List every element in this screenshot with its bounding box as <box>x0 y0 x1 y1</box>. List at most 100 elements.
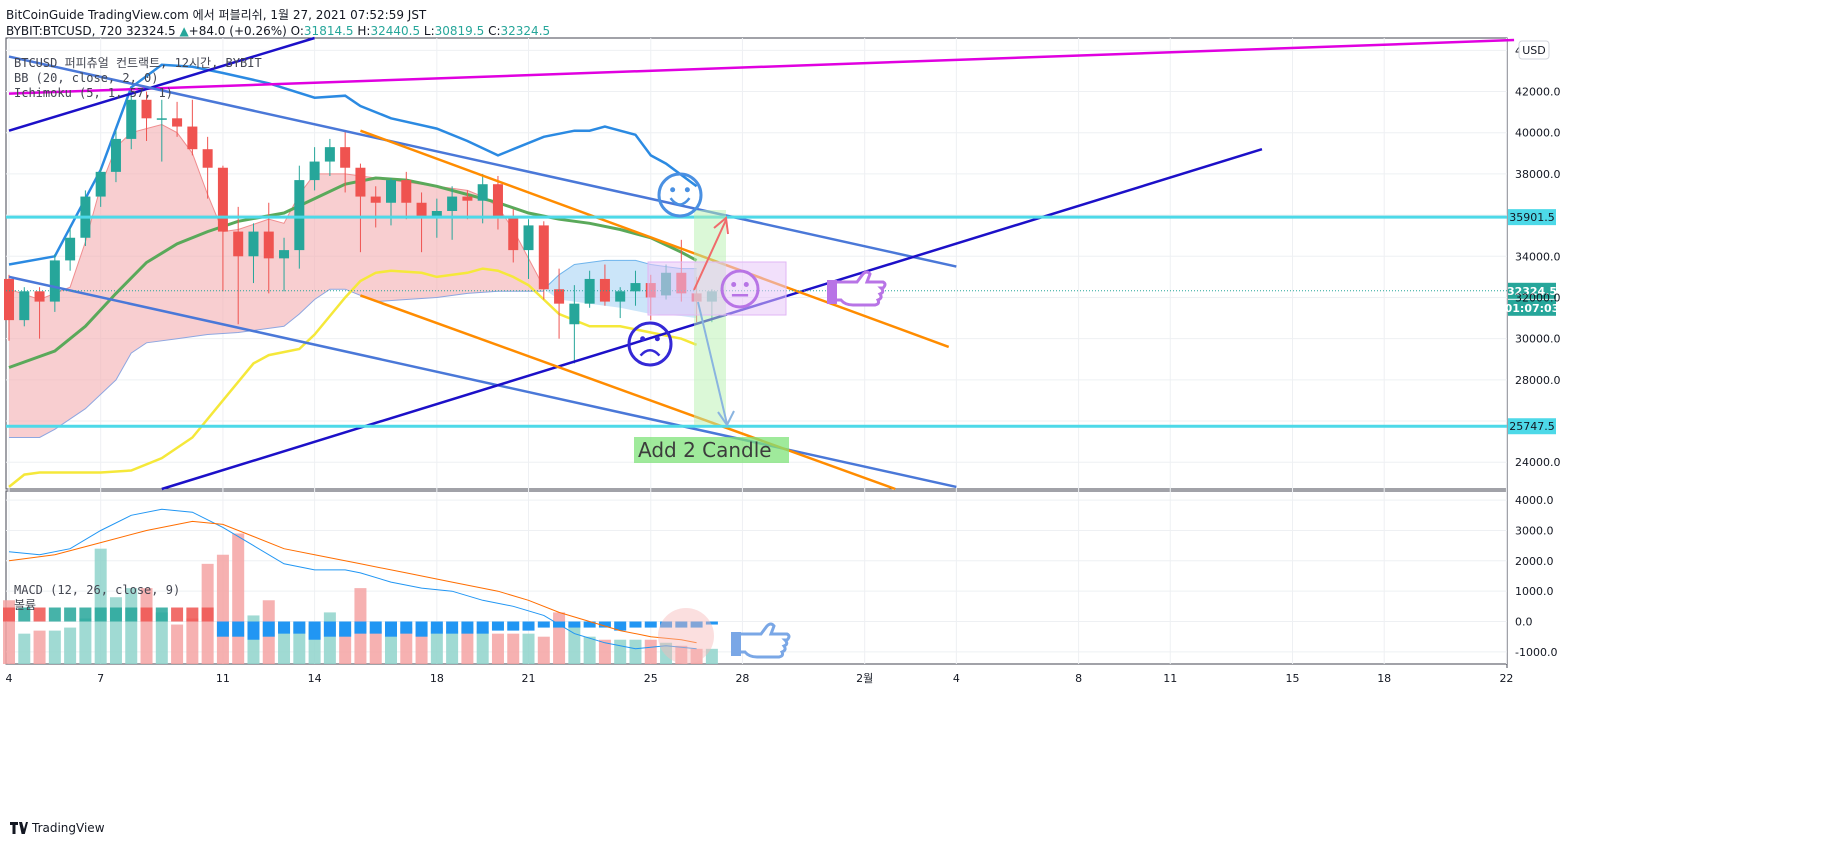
candle-body <box>126 99 137 139</box>
cloud-lower-line <box>9 288 544 438</box>
down-arrow <box>697 301 728 425</box>
level-price-label: 25747.5 <box>1509 420 1555 433</box>
pointing-hand-icon-shape <box>833 270 887 307</box>
trend-line-orange <box>360 294 896 491</box>
neutral-face-icon-eye <box>743 282 749 287</box>
legend-volume[interactable]: 볼륨 <box>14 598 37 612</box>
candle-body <box>279 250 290 259</box>
candle-body <box>355 167 366 197</box>
time-tick-label: 4 <box>953 672 960 685</box>
macd-histogram-bar <box>660 621 673 628</box>
countdown-tag <box>1508 299 1556 316</box>
macd-histogram-bar <box>461 621 474 634</box>
macd-positive-bar <box>171 607 184 622</box>
candle-body <box>508 217 519 251</box>
candle-body <box>554 289 565 304</box>
candle-body <box>141 99 152 119</box>
trend-line-channel-blue <box>8 275 957 489</box>
note-box <box>634 437 789 463</box>
candle-body <box>172 118 183 127</box>
macd-line <box>8 508 697 650</box>
sad-face-icon <box>627 321 673 367</box>
pointing-hand-icon-shape <box>737 622 791 659</box>
volume-bar <box>583 636 596 664</box>
macd-histogram-bar <box>522 621 535 631</box>
volume-bar <box>415 630 428 664</box>
legend-ichimoku[interactable]: Ichimoku (5, 1, 57, 1) <box>14 86 173 100</box>
grid <box>5 37 1508 668</box>
macd-histogram-bar <box>216 621 229 637</box>
low-value: 30819.5 <box>434 24 485 38</box>
volume-bar <box>614 639 627 664</box>
volume-bar <box>323 612 336 664</box>
macd-histogram-bar <box>598 621 611 628</box>
candle-body <box>202 149 213 168</box>
happy-face-icon-eye <box>670 187 676 193</box>
currency-button-label: USD <box>1522 44 1546 57</box>
macd-histogram-bar <box>568 621 581 628</box>
close-label: C: <box>488 24 501 38</box>
macd-positive-bar <box>201 607 214 622</box>
time-tick-label: 21 <box>522 672 536 685</box>
macd-positive-bar <box>140 607 153 622</box>
volume-bar <box>629 639 642 664</box>
macd-highlight-circle <box>658 608 714 664</box>
note-text: Add 2 Candle <box>638 438 772 462</box>
volume-bar <box>568 624 581 664</box>
time-tick-label: 11 <box>1163 672 1177 685</box>
macd-histogram-bar <box>278 621 291 634</box>
volume-bar <box>48 630 61 664</box>
candle-body <box>49 260 60 302</box>
cloud-fill <box>9 124 544 438</box>
time-tick-label: 2월 <box>856 672 873 685</box>
volume-bar <box>155 612 168 664</box>
macd-histogram-bar <box>446 621 459 634</box>
candle-body <box>65 237 76 261</box>
volume-bar <box>461 627 474 664</box>
candle-body <box>309 161 320 181</box>
volume-bar <box>216 554 229 664</box>
volume-bar <box>339 630 352 664</box>
macd-histogram-bar <box>476 621 489 634</box>
ohlc-line: BYBIT:BTCUSD, 720 32324.5 ▲+84.0 (+0.26%… <box>6 24 550 38</box>
macd-positive-bar <box>18 607 31 622</box>
sad-face-icon-outline <box>627 321 673 367</box>
legend-main[interactable]: BTCUSD 퍼피츄얼 컨트랙트, 12시간, BYBIT <box>14 56 262 70</box>
volume-bar <box>446 630 459 664</box>
projection-zone <box>694 210 726 425</box>
candle-body <box>523 225 534 251</box>
macd-histogram-bar <box>232 621 245 637</box>
candle-body <box>462 196 473 201</box>
trend-line-channel-blue <box>8 55 957 268</box>
volume-bar <box>64 627 77 664</box>
tradingview-logo-icon <box>10 822 28 834</box>
macd-histogram-bar <box>430 621 443 634</box>
candle-body <box>19 291 30 321</box>
candle-body <box>263 231 274 259</box>
volume-bar <box>553 612 566 664</box>
macd-histogram-bar <box>415 621 428 637</box>
candle-body <box>248 231 259 257</box>
axes: 4 7 11 14 18 21 25 28 2월 4 8 11 15 18 22 24000.0 28000.0… <box>6 40 1561 685</box>
volume-bar <box>675 645 688 664</box>
legend-bb[interactable]: BB (20, close, 2, 0) <box>14 71 159 85</box>
candle-body <box>187 126 198 150</box>
candle-body <box>630 283 641 292</box>
volume-bar <box>171 624 184 664</box>
open-value: 31814.5 <box>303 24 354 38</box>
macd-histogram-bar <box>537 621 550 628</box>
legend-macd[interactable]: MACD (12, 26, close, 9) <box>14 583 181 597</box>
volume-bar <box>660 642 673 664</box>
macd-tick-label: 2000.0 <box>1515 555 1554 568</box>
currency-button[interactable]: USD <box>1518 40 1550 60</box>
macd-histogram-bar <box>308 621 321 640</box>
bb-upper-line <box>8 63 698 266</box>
macd-histogram-bar <box>293 621 306 634</box>
candle-body <box>416 202 427 218</box>
volume-bar <box>522 633 535 664</box>
publish-info: BitCoinGuide TradingView.com 에서 퍼블리쉬, 1월… <box>6 8 427 22</box>
price-change: +84.0 (+0.26%) <box>188 24 287 38</box>
candle-body <box>584 278 595 304</box>
happy-face-icon <box>657 172 703 218</box>
